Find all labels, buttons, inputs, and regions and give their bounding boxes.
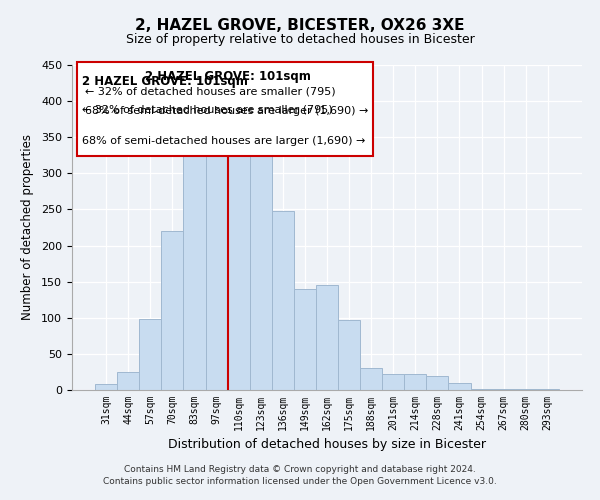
Bar — [427, 376, 448, 390]
Text: 2 HAZEL GROVE: 101sqm: 2 HAZEL GROVE: 101sqm — [82, 74, 248, 88]
Bar — [338, 320, 360, 390]
Bar — [139, 319, 161, 390]
Text: 2, HAZEL GROVE, BICESTER, OX26 3XE: 2, HAZEL GROVE, BICESTER, OX26 3XE — [135, 18, 465, 32]
Bar — [404, 374, 427, 390]
Bar — [493, 388, 515, 390]
Bar — [206, 126, 227, 390]
Bar — [161, 231, 184, 390]
FancyBboxPatch shape — [77, 62, 373, 156]
Bar — [250, 137, 272, 390]
Bar — [294, 289, 316, 390]
Y-axis label: Number of detached properties: Number of detached properties — [21, 134, 34, 320]
Bar — [117, 372, 139, 390]
Bar — [272, 211, 294, 390]
Text: 68% of semi-detached houses are larger (1,690) →: 68% of semi-detached houses are larger (… — [82, 136, 365, 146]
Bar — [95, 384, 117, 390]
X-axis label: Distribution of detached houses by size in Bicester: Distribution of detached houses by size … — [168, 438, 486, 452]
Bar — [382, 374, 404, 390]
Bar — [316, 286, 338, 390]
Text: ← 32% of detached houses are smaller (795): ← 32% of detached houses are smaller (79… — [82, 104, 333, 114]
Text: Contains public sector information licensed under the Open Government Licence v3: Contains public sector information licen… — [103, 477, 497, 486]
Text: Contains HM Land Registry data © Crown copyright and database right 2024.: Contains HM Land Registry data © Crown c… — [124, 466, 476, 474]
Text: Size of property relative to detached houses in Bicester: Size of property relative to detached ho… — [125, 32, 475, 46]
Text: 2 HAZEL GROVE: 101sqm: 2 HAZEL GROVE: 101sqm — [145, 70, 310, 83]
Bar — [360, 368, 382, 390]
Text: ← 32% of detached houses are smaller (795): ← 32% of detached houses are smaller (79… — [85, 86, 335, 96]
Bar — [537, 388, 559, 390]
Bar — [515, 388, 537, 390]
Bar — [184, 132, 206, 390]
Bar — [470, 388, 493, 390]
Text: 68% of semi-detached houses are larger (1,690) →: 68% of semi-detached houses are larger (… — [85, 106, 368, 116]
Bar — [227, 126, 250, 390]
Bar — [448, 383, 470, 390]
